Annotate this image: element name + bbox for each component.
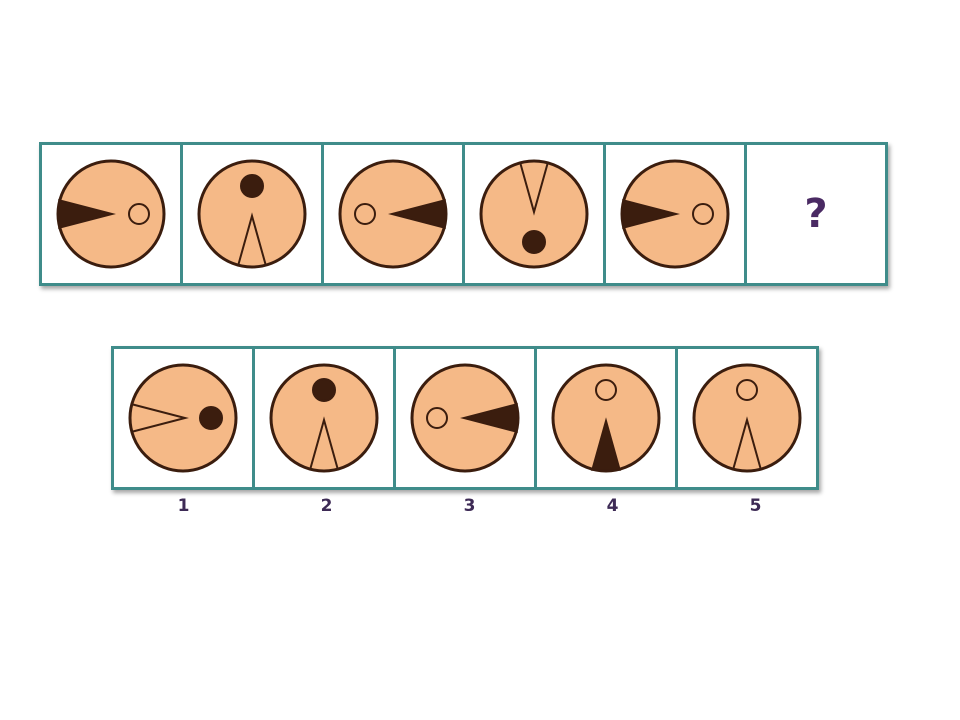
sequence-cell-5 xyxy=(603,142,747,286)
option-4-wedge xyxy=(591,417,621,471)
option-1-wedge xyxy=(130,403,189,433)
option-cell-5[interactable] xyxy=(675,346,819,490)
option-2-dot xyxy=(312,378,336,402)
option-cell-1[interactable] xyxy=(111,346,255,490)
option-4-figure xyxy=(551,363,661,473)
sequence-cell-1 xyxy=(39,142,183,286)
option-2-figure xyxy=(269,363,379,473)
option-5-wedge xyxy=(732,416,762,471)
sequence-1-dot xyxy=(128,203,150,225)
option-1-dot xyxy=(199,406,223,430)
question-mark: ? xyxy=(804,191,828,237)
option-3-figure xyxy=(410,363,520,473)
sequence-cell-2 xyxy=(180,142,324,286)
option-1-figure xyxy=(128,363,238,473)
option-label-3: 3 xyxy=(463,496,476,516)
sequence-cell-3 xyxy=(321,142,465,286)
option-3-wedge xyxy=(460,403,518,433)
sequence-1-wedge xyxy=(58,199,116,229)
sequence-2-wedge xyxy=(237,212,267,267)
sequence-cell-4 xyxy=(462,142,606,286)
option-label-4: 4 xyxy=(606,496,619,516)
option-cell-4[interactable] xyxy=(534,346,678,490)
sequence-5-figure xyxy=(620,159,730,269)
option-3-dot xyxy=(426,407,448,429)
option-5-figure xyxy=(692,363,802,473)
option-labels: 1 2 3 4 5 xyxy=(111,496,826,516)
sequence-2-dot xyxy=(240,174,264,198)
option-2-wedge xyxy=(309,416,339,471)
sequence-row: ? xyxy=(39,142,888,286)
sequence-5-wedge xyxy=(622,199,680,229)
options-row xyxy=(111,346,819,490)
option-cell-2[interactable] xyxy=(252,346,396,490)
sequence-5-dot xyxy=(692,203,714,225)
option-4-dot xyxy=(595,379,617,401)
sequence-3-figure xyxy=(338,159,448,269)
option-label-1: 1 xyxy=(177,496,190,516)
option-cell-3[interactable] xyxy=(393,346,537,490)
sequence-4-dot xyxy=(522,230,546,254)
sequence-1-figure xyxy=(56,159,166,269)
missing-cell: ? xyxy=(744,142,888,286)
option-5-dot xyxy=(736,379,758,401)
sequence-3-dot xyxy=(354,203,376,225)
option-label-5: 5 xyxy=(749,496,762,516)
option-label-2: 2 xyxy=(320,496,333,516)
sequence-4-wedge xyxy=(519,161,549,216)
sequence-2-figure xyxy=(197,159,307,269)
sequence-4-figure xyxy=(479,159,589,269)
sequence-3-wedge xyxy=(388,199,446,229)
